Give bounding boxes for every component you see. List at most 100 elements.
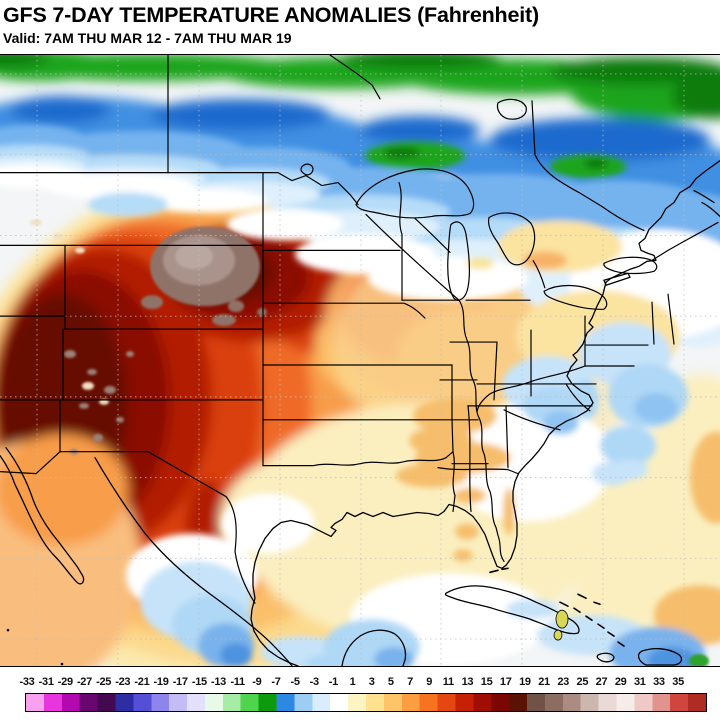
- anomaly-blob: [116, 416, 124, 423]
- anomaly-blob: [451, 419, 454, 453]
- anomaly-blob: [455, 523, 479, 540]
- anomaly-blob: [503, 487, 515, 536]
- anomaly-blob: [329, 55, 381, 100]
- anomaly-blob: [651, 301, 655, 345]
- colorbar-tick: -9: [252, 676, 262, 688]
- anomaly-blob: [543, 284, 608, 310]
- coastlines: [0, 160, 720, 666]
- anomaly-blob: [0, 172, 359, 206]
- anomaly-blob: [262, 302, 426, 319]
- anomaly-blob: [585, 615, 593, 621]
- page-title: GFS 7-DAY TEMPERATURE ANOMALIES (Fahrenh…: [3, 3, 539, 27]
- graticule: [0, 55, 720, 666]
- anomaly-blob: [531, 100, 645, 232]
- anomaly-blob: [30, 219, 42, 226]
- anomaly-blob: [444, 585, 580, 635]
- anomaly-blob: [607, 631, 615, 637]
- anomaly-blob: [0, 433, 128, 546]
- anomaly-blob: [667, 293, 675, 345]
- anomaly-blob: [689, 654, 709, 666]
- anomaly-blob: [220, 451, 410, 592]
- colorbar-tick: 15: [480, 676, 493, 688]
- anomaly-blob: [340, 55, 500, 69]
- colorbar-ticks: -33 -31 -29 -27 -25 -23 -21 -19 -17 -15 -13 -11 -9 -7…: [0, 676, 720, 690]
- anomaly-blob: [555, 609, 569, 629]
- anomaly-blob: [493, 341, 498, 401]
- bahama-islands: [553, 609, 569, 641]
- anomaly-blob: [596, 652, 615, 663]
- anomaly-blob: [384, 146, 420, 159]
- valid-range-label: Valid: 7AM THU MAR 12 - 7AM THU MAR 19: [3, 29, 292, 46]
- anomaly-blob: [593, 601, 601, 605]
- anomaly-blob: [505, 405, 509, 469]
- anomaly-blob: [584, 158, 608, 169]
- anomaly-blob: [648, 647, 696, 666]
- anomaly-blob: [447, 221, 471, 301]
- colorbar-tick: 3: [368, 676, 375, 688]
- colorbar-tick: 11: [442, 676, 454, 688]
- colorbar-tick: 25: [576, 676, 589, 688]
- anomaly-blob: [60, 662, 64, 666]
- anomaly-blob: [559, 601, 569, 607]
- temperature-field-detail: [0, 124, 720, 666]
- colorbar-tick: 31: [633, 676, 646, 688]
- anomaly-blob: [490, 117, 710, 162]
- colorbar-tick: -17: [172, 676, 188, 688]
- anomaly-blob: [6, 628, 10, 632]
- anomaly-blob: [10, 55, 290, 81]
- anomaly-blob: [565, 383, 591, 412]
- anomaly-blob: [651, 221, 719, 261]
- anomaly-blob: [577, 593, 587, 600]
- anomaly-blob: [220, 643, 252, 666]
- anomaly-blob: [0, 583, 98, 666]
- anomaly-blob: [88, 192, 168, 217]
- anomaly-blob: [453, 549, 473, 562]
- anomaly-blob: [262, 451, 454, 467]
- colorbar-tick: -33: [19, 676, 35, 688]
- colorbar-tick: -15: [191, 676, 207, 688]
- anomaly-blob: [597, 623, 605, 629]
- colorbar-gradient: [25, 693, 707, 712]
- colorbar-tick: 5: [387, 676, 394, 688]
- colorbar-tick: -29: [57, 676, 73, 688]
- anomaly-blob: [487, 212, 536, 266]
- anomaly-blob: [141, 295, 163, 310]
- colorbar-tick: -21: [134, 676, 150, 688]
- anomaly-blob: [82, 381, 94, 390]
- map-header: GFS 7-DAY TEMPERATURE ANOMALIES (Fahrenh…: [0, 0, 720, 54]
- anomaly-blob: [523, 251, 567, 270]
- anomaly-blob: [227, 208, 343, 241]
- great-lakes: [300, 98, 658, 310]
- colorbar-tick: 9: [426, 676, 433, 688]
- terrain-speckles: [30, 219, 709, 666]
- colorbar-tick: 1: [349, 676, 356, 688]
- colorbar-tick: 27: [595, 676, 608, 688]
- anomaly-blob: [506, 599, 558, 620]
- anomaly-blob: [87, 368, 97, 375]
- anomaly-blob: [143, 188, 267, 213]
- anomaly-blob: [634, 392, 678, 423]
- anomaly-blob: [452, 451, 456, 513]
- anomaly-blob: [637, 648, 683, 666]
- anomaly-blob: [532, 260, 546, 289]
- anomaly-blob: [250, 160, 720, 666]
- colorbar-tick: -5: [290, 676, 300, 688]
- anomaly-blob: [79, 402, 89, 409]
- anomaly-blob: [0, 55, 50, 67]
- anomaly-blob: [496, 98, 527, 120]
- anomaly-blob: [355, 168, 475, 219]
- colorbar-tick: -11: [230, 676, 245, 688]
- colorbar-tick: 19: [519, 676, 531, 688]
- anomaly-blob: [228, 300, 244, 313]
- colorbar-tick: 33: [653, 676, 665, 688]
- anomaly-blob: [414, 217, 451, 253]
- anomaly-blob: [501, 567, 509, 571]
- anomaly-blob: [365, 213, 460, 301]
- anomaly-blob: [75, 247, 85, 254]
- anomaly-blob: [0, 451, 61, 475]
- anomaly-blob: [550, 56, 720, 85]
- anomaly-blob: [222, 493, 314, 554]
- anomaly-blob: [0, 447, 85, 585]
- anomaly-blob: [476, 365, 586, 413]
- anomaly-blob: [701, 201, 720, 218]
